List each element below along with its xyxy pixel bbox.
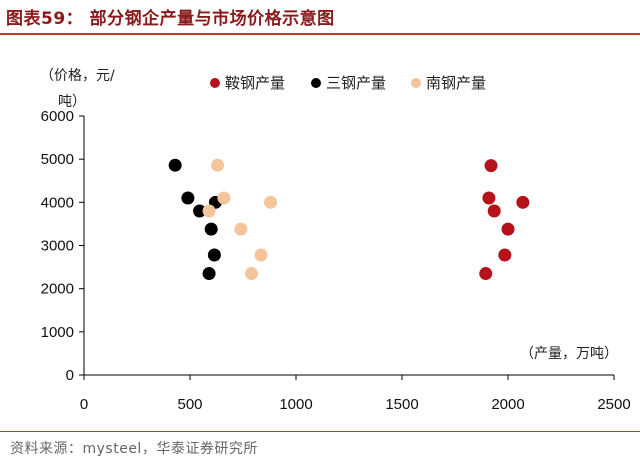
data-point <box>168 158 182 172</box>
data-point <box>202 204 216 218</box>
data-point <box>207 248 221 262</box>
x-tick-label: 1500 <box>385 396 418 413</box>
x-tick-label: 2000 <box>491 396 524 413</box>
data-point <box>211 158 225 172</box>
chart-axes <box>83 116 614 376</box>
data-point <box>204 222 218 236</box>
y-tick-label: 6000 <box>41 108 74 125</box>
data-point <box>254 248 268 262</box>
data-point <box>501 222 515 236</box>
figure-title: 图表59： 部分钢企产量与市场价格示意图 <box>6 9 335 29</box>
y-tick-label: 0 <box>66 367 74 384</box>
data-point <box>516 195 530 209</box>
footer-divider <box>0 431 640 432</box>
data-point <box>181 191 195 205</box>
title-divider <box>0 33 640 35</box>
source-note: 资料来源：mysteel，华泰证券研究所 <box>10 441 258 457</box>
data-point <box>244 267 258 281</box>
x-axis-ticks: 0 500 1000 1500 2000 2500 <box>80 375 631 413</box>
y-axis-ticks: 0 1000 2000 3000 4000 5000 6000 <box>41 108 84 384</box>
chart-legend: 鞍钢产量 三钢产量 南钢产量 <box>210 74 486 92</box>
data-point <box>193 204 207 218</box>
legend-label: 三钢产量 <box>326 74 386 92</box>
data-point <box>217 191 231 205</box>
x-tick-label: 0 <box>80 396 88 413</box>
legend-label: 南钢产量 <box>426 74 486 92</box>
y-axis-label-line1: （价格，元/ <box>40 68 115 84</box>
y-axis-label-line2: 吨） <box>58 94 86 110</box>
data-point <box>482 191 496 205</box>
legend-swatch <box>411 78 421 88</box>
data-point <box>484 159 498 173</box>
y-tick-label: 4000 <box>41 194 74 211</box>
y-tick-label: 2000 <box>41 281 74 298</box>
x-tick-label: 1000 <box>279 396 312 413</box>
legend-swatch <box>210 78 220 88</box>
data-point <box>264 195 278 209</box>
y-tick-label: 1000 <box>41 324 74 341</box>
x-axis-label: （产量，万吨） <box>520 346 618 362</box>
x-tick-label: 500 <box>177 396 202 413</box>
data-point <box>202 267 216 281</box>
x-tick-label: 2500 <box>597 396 630 413</box>
data-point <box>487 204 501 218</box>
data-point <box>234 222 248 236</box>
data-point <box>479 267 493 281</box>
data-points <box>168 158 530 281</box>
legend-label: 鞍钢产量 <box>225 74 285 92</box>
data-point <box>498 248 512 262</box>
y-tick-label: 5000 <box>41 151 74 168</box>
legend-swatch <box>311 78 321 88</box>
y-tick-label: 3000 <box>41 238 74 255</box>
